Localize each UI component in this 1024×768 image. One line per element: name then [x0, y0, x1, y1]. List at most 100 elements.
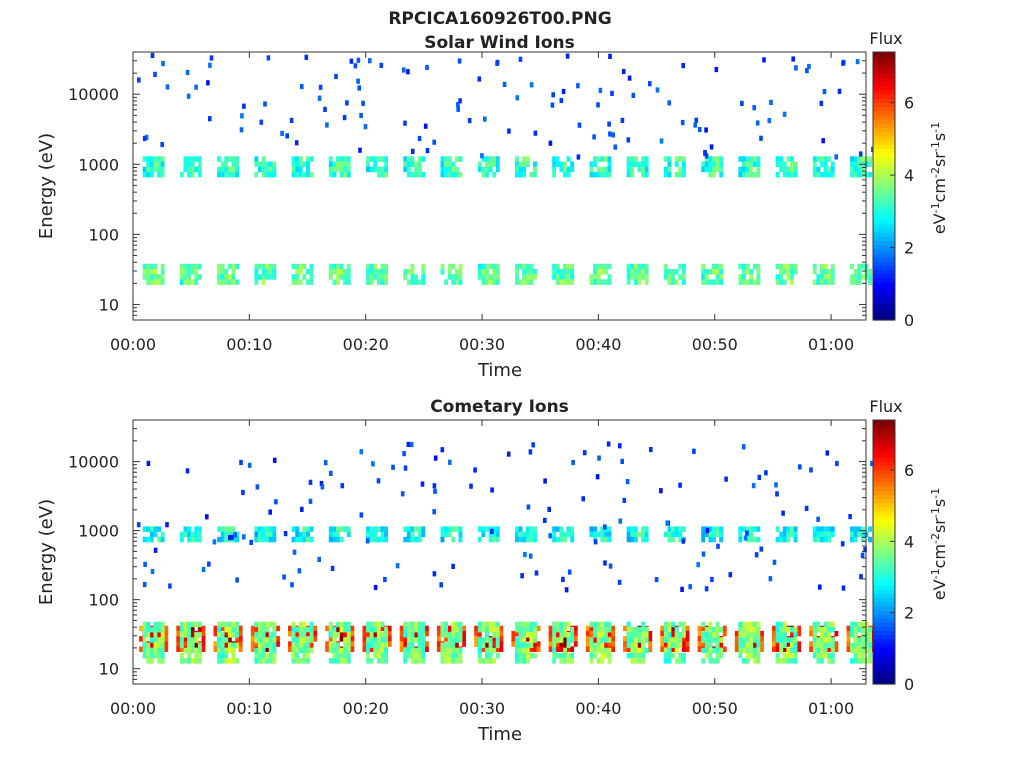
heatmap-cell	[715, 642, 720, 648]
heatmap-cell	[648, 636, 653, 642]
heatmap-cell	[719, 274, 724, 280]
heatmap-cell	[231, 621, 236, 628]
heatmap-cell	[665, 520, 669, 526]
heatmap-cell	[447, 526, 452, 532]
heatmap-cell	[433, 455, 438, 461]
heatmap-cell	[850, 642, 854, 648]
colorbar-step	[873, 638, 895, 644]
heatmap-cell	[559, 161, 564, 167]
heatmap-cell	[157, 166, 161, 173]
heatmap-cell	[417, 632, 422, 638]
colorbar-step	[873, 646, 895, 652]
heatmap-cell	[518, 652, 523, 659]
heatmap-cell	[197, 156, 202, 162]
heatmap-cell	[667, 536, 672, 543]
heatmap-cell	[563, 641, 567, 647]
heatmap-cell	[518, 647, 523, 654]
heatmap-cell	[830, 531, 835, 538]
colorbar-step	[873, 663, 895, 669]
heatmap-cell	[607, 531, 612, 538]
heatmap-cell	[254, 658, 259, 664]
heatmap-cell	[561, 576, 565, 582]
colorbar-step	[873, 114, 895, 120]
heatmap-cell	[779, 531, 784, 538]
heatmap-cell	[414, 647, 418, 654]
heatmap-cell	[332, 531, 337, 538]
heatmap-cell	[366, 626, 370, 633]
heatmap-cell	[302, 658, 307, 664]
heatmap-cell	[495, 156, 500, 162]
heatmap-cell	[458, 279, 463, 285]
heatmap-cell	[850, 279, 854, 285]
heatmap-cell	[406, 269, 411, 275]
heatmap-cell	[254, 621, 259, 628]
heatmap-cell	[295, 279, 300, 285]
heatmap-cell	[266, 55, 271, 61]
colorbar-step	[873, 651, 895, 656]
heatmap-cell	[309, 269, 314, 275]
heatmap-cell	[660, 625, 665, 632]
heatmap-cell	[559, 646, 564, 652]
heatmap-cell	[424, 646, 429, 652]
heatmap-cell	[458, 98, 462, 104]
heatmap-cell	[608, 563, 613, 569]
heatmap-cell	[570, 279, 575, 285]
heatmap-cell	[812, 536, 817, 543]
heatmap-cell	[190, 536, 195, 543]
heatmap-cell	[719, 171, 724, 178]
heatmap-cell	[235, 279, 239, 285]
heatmap-cell	[380, 625, 385, 632]
heatmap-cell	[694, 117, 699, 123]
heatmap-cell	[681, 632, 686, 638]
heatmap-cell	[201, 641, 206, 647]
heatmap-cell	[258, 531, 262, 538]
heatmap-cell	[485, 637, 489, 643]
heatmap-cell	[179, 646, 184, 652]
heatmap-cell	[309, 279, 314, 285]
heatmap-cell	[742, 632, 746, 638]
heatmap-cell	[373, 630, 378, 637]
heatmap-cell	[153, 621, 158, 628]
heatmap-cell	[488, 166, 493, 173]
heatmap-cell	[704, 166, 709, 173]
colorbar-frame	[872, 419, 896, 685]
heatmap-cell	[857, 269, 862, 275]
heatmap-cells	[136, 441, 879, 664]
heatmap-cell	[448, 459, 452, 465]
heatmap-cell	[406, 626, 411, 633]
heatmap-cell	[477, 76, 482, 82]
heatmap-cell	[217, 658, 221, 664]
heatmap-cell	[853, 536, 858, 543]
heatmap-cell	[328, 636, 333, 642]
heatmap-cell	[722, 625, 727, 632]
heatmap-cell	[454, 171, 459, 178]
heatmap-cell	[485, 279, 489, 285]
heatmap-cell	[454, 156, 459, 162]
heatmap-cell	[603, 621, 608, 628]
heatmap-cell	[596, 102, 600, 108]
heatmap-cell	[570, 626, 575, 633]
heatmap-cell	[626, 621, 631, 628]
heatmap-cell	[533, 632, 537, 638]
heatmap-cell	[623, 625, 627, 632]
heatmap-cell	[570, 536, 575, 543]
heatmap-cell	[812, 647, 817, 654]
heatmap-cell	[738, 526, 743, 532]
heatmap-cell	[417, 279, 422, 285]
heatmap-cell	[671, 536, 675, 543]
heatmap-cell	[837, 88, 842, 94]
heatmap-cell	[775, 646, 780, 652]
heatmap-cell	[631, 92, 636, 98]
heatmap-cell	[454, 632, 459, 638]
heatmap-cell	[414, 621, 418, 628]
heatmap-cell	[373, 263, 378, 270]
heatmap-cell	[552, 626, 557, 633]
heatmap-cell	[343, 526, 348, 532]
heatmap-cell	[146, 652, 151, 659]
heatmap-cell	[421, 526, 426, 532]
heatmap-cell	[633, 647, 638, 654]
heatmap-cell	[194, 269, 199, 275]
x-tick-label: 00:10	[226, 699, 272, 718]
heatmap-cell	[603, 171, 608, 178]
heatmap-cell	[525, 531, 530, 538]
